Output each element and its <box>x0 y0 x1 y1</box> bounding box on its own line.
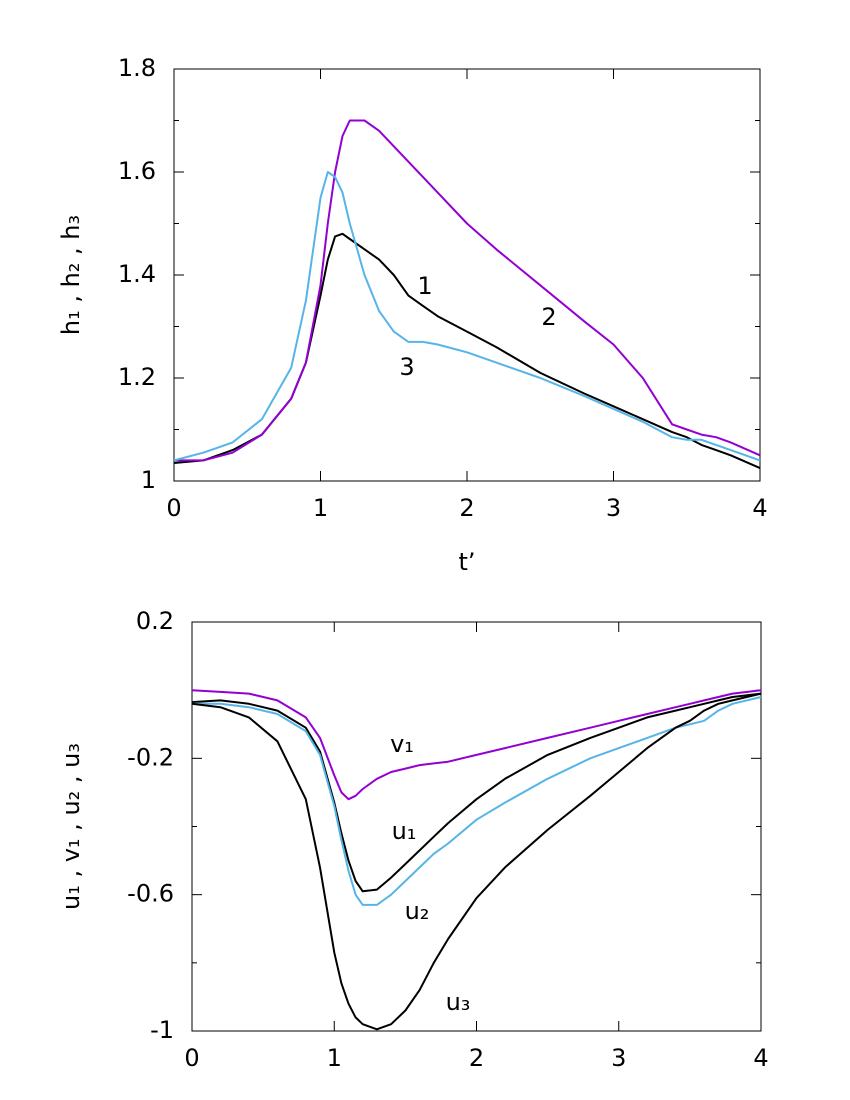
x-tick-label: 4 <box>753 1044 768 1072</box>
y-axis-label: u₁ , v₁ , u₂ , u₃ <box>57 743 85 910</box>
y-tick-label: -0.2 <box>127 743 174 771</box>
x-tick-label: 0 <box>166 494 181 522</box>
series-line <box>174 119 761 462</box>
series-line <box>173 171 761 462</box>
x-axis-label: t’ <box>458 548 475 576</box>
y-axis-label: h₁ , h₂ , h₃ <box>57 215 85 335</box>
series-label: v₁ <box>390 730 414 758</box>
y-tick-label: -1 <box>150 1016 174 1044</box>
series-label: u₃ <box>446 988 471 1016</box>
y-tick-label: -0.6 <box>127 880 174 908</box>
series-line <box>191 689 762 801</box>
series-label: 3 <box>399 353 414 381</box>
y-tick-label: 1.2 <box>118 363 156 391</box>
y-tick-label: 0.2 <box>136 607 174 635</box>
x-tick-label: 2 <box>459 494 474 522</box>
series-line <box>192 696 762 906</box>
x-tick-label: 3 <box>611 1044 626 1072</box>
plot-frame <box>191 621 762 1032</box>
x-tick-label: 3 <box>606 494 621 522</box>
x-tick-label: 1 <box>327 1044 342 1072</box>
x-tick-label: 2 <box>469 1044 484 1072</box>
series-label: u₂ <box>405 897 430 925</box>
y-tick-label: 1 <box>141 466 156 494</box>
x-tick-label: 4 <box>752 494 767 522</box>
y-tick-label: 1.4 <box>118 260 156 288</box>
series-line <box>191 692 762 893</box>
y-tick-label: 1.8 <box>118 54 156 82</box>
x-tick-label: 0 <box>184 1044 199 1072</box>
series-label: 1 <box>417 272 432 300</box>
y-tick-label: 1.6 <box>118 157 156 185</box>
series-line <box>173 232 761 470</box>
series-label: 2 <box>541 303 556 331</box>
x-tick-label: 1 <box>313 494 328 522</box>
series-label: u₁ <box>392 817 417 845</box>
series-line <box>191 692 762 1031</box>
